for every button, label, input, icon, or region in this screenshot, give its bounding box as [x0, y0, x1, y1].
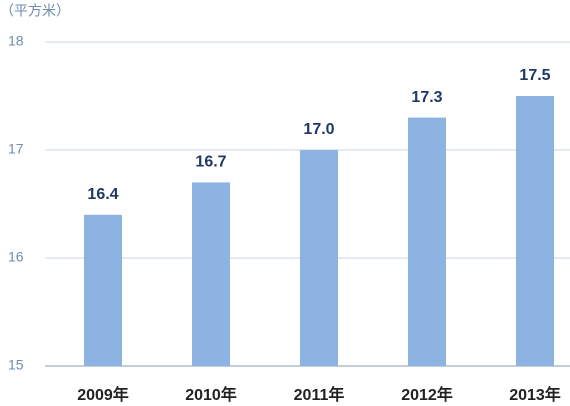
x-tick-label: 2010年	[185, 385, 237, 404]
y-tick-label: 15	[8, 357, 24, 373]
bar	[516, 96, 554, 366]
x-tick-label: 2009年	[77, 385, 129, 404]
bar	[300, 150, 338, 366]
bar	[84, 214, 122, 366]
y-tick-label: 18	[8, 33, 24, 49]
x-tick-label: 2013年	[509, 385, 561, 404]
value-label: 17.0	[303, 121, 334, 138]
unit-label: （平方米）	[0, 3, 70, 19]
x-tick-label: 2011年	[294, 385, 345, 404]
value-label: 17.5	[519, 67, 550, 84]
x-tick-label: 2012年	[401, 385, 453, 404]
bar	[408, 117, 446, 366]
value-label: 17.3	[411, 89, 442, 106]
value-label: 16.4	[87, 186, 118, 203]
bar	[192, 182, 230, 366]
value-label: 16.7	[195, 154, 226, 171]
y-tick-label: 16	[8, 249, 24, 265]
y-tick-label: 17	[8, 141, 24, 157]
